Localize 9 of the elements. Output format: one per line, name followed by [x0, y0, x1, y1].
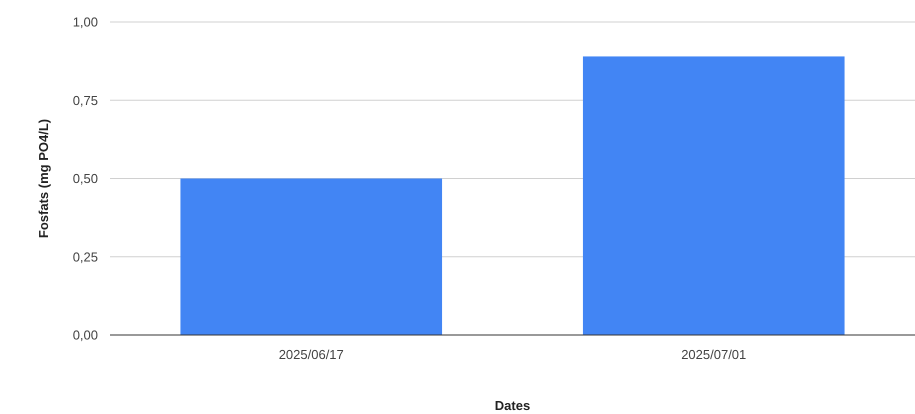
x-axis-title: Dates	[494, 398, 530, 413]
y-tick-label: 0,00	[72, 328, 98, 343]
y-axis-title: Fosfats (mg PO4/L)	[36, 118, 51, 238]
x-tick-label: 2025/07/01	[681, 347, 746, 362]
y-tick-label: 0,25	[72, 249, 98, 264]
y-tick-label: 0,75	[72, 92, 98, 108]
x-tick-label: 2025/06/17	[278, 347, 344, 362]
y-tick-label: 0,50	[72, 171, 98, 186]
y-tick-label: 1,00	[72, 14, 98, 30]
